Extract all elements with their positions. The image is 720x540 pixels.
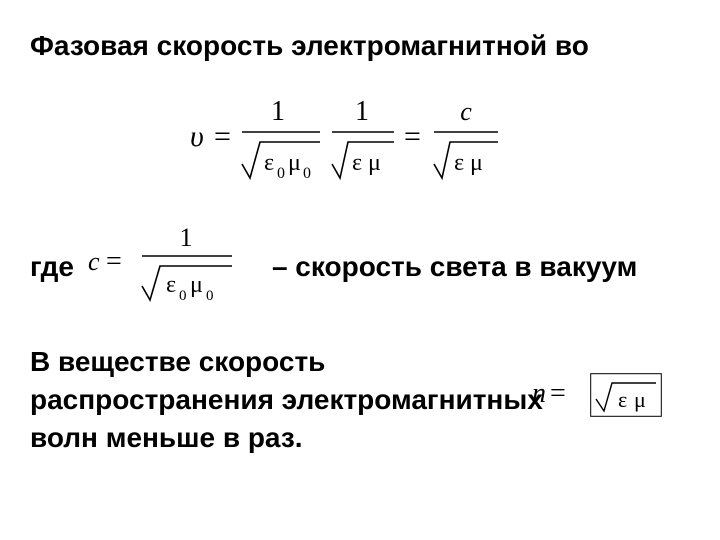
n-symbol: n: [532, 378, 546, 410]
equation-main: υ = 1 ε 0 μ 0 1 ε μ: [190, 90, 720, 188]
svg-text:μ: μ: [288, 150, 301, 176]
svg-text:0: 0: [206, 288, 214, 304]
svg-text:υ: υ: [190, 120, 204, 153]
sqrt-em-svg: ε μ: [590, 373, 662, 417]
svg-text:c: c: [460, 97, 472, 126]
paragraph-block: В веществе скорость распространения элек…: [30, 343, 720, 456]
svg-text:μ: μ: [190, 272, 203, 298]
svg-text:1: 1: [271, 96, 285, 127]
svg-text:μ: μ: [470, 150, 483, 176]
svg-text:μ: μ: [634, 387, 646, 412]
svg-text:ε: ε: [352, 150, 362, 176]
inline-sqrt-em: ε μ: [590, 373, 662, 422]
svg-text:=: =: [214, 120, 231, 153]
equation-main-svg: υ = 1 ε 0 μ 0 1 ε μ: [190, 90, 510, 188]
page-title: Фазовая скорость электромагнитной во: [30, 30, 720, 62]
equation-c-svg: c = 1 ε 0 μ 0: [88, 224, 238, 304]
svg-text:1: 1: [355, 96, 369, 127]
svg-text:0: 0: [179, 288, 187, 304]
svg-text:ε: ε: [618, 387, 627, 412]
svg-text:0: 0: [303, 165, 311, 182]
svg-text:=: =: [404, 120, 421, 153]
where-label: где: [30, 251, 74, 283]
svg-text:=: =: [106, 246, 122, 277]
where-row: где c = 1 ε 0 μ 0 – скорость света в вак…: [30, 224, 720, 309]
inline-n-eq: n =: [532, 378, 570, 410]
svg-text:0: 0: [277, 165, 285, 182]
equals-symbol: =: [550, 378, 566, 410]
para-line-3: волн меньше в раз.: [30, 419, 720, 457]
svg-text:μ: μ: [368, 150, 381, 176]
svg-text:ε: ε: [454, 150, 464, 176]
svg-text:1: 1: [179, 224, 192, 252]
page: Фазовая скорость электромагнитной во υ =…: [0, 0, 720, 540]
where-rest: – скорость света в вакуум: [272, 251, 637, 283]
equation-c-def: c = 1 ε 0 μ 0: [88, 224, 238, 309]
svg-text:ε: ε: [166, 272, 176, 298]
svg-text:c: c: [88, 247, 100, 276]
svg-text:ε: ε: [264, 150, 274, 176]
